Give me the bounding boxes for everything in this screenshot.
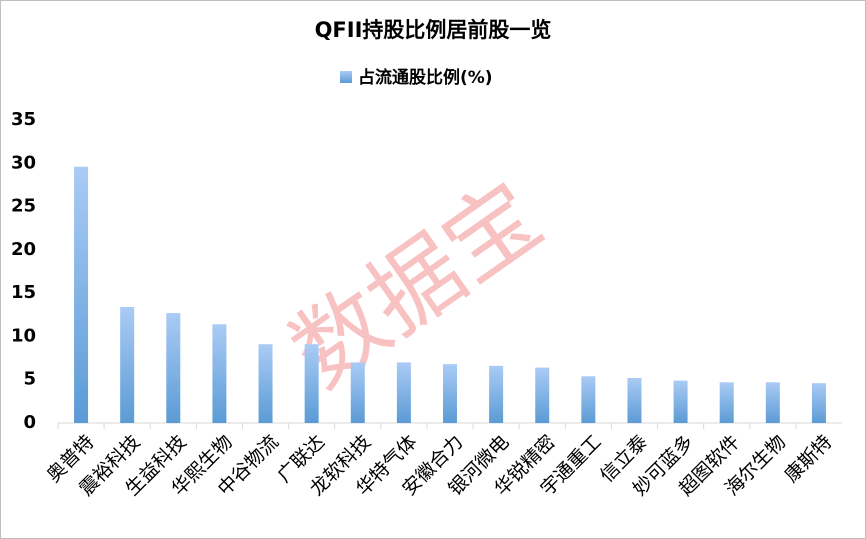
legend-label: 占流通股比例(%) [358,67,493,88]
bar [212,324,227,423]
y-tick-label: 25 [11,196,36,217]
y-tick-label: 15 [11,282,36,303]
y-tick-label: 30 [11,152,36,173]
y-tick-label: 20 [11,239,36,260]
bar [74,166,89,423]
bar [166,313,181,423]
y-tick-label: 5 [23,369,36,390]
bar [396,362,411,423]
bar [258,344,273,423]
bar [581,376,596,423]
bar [120,306,135,423]
y-tick-label: 35 [11,109,36,130]
bar [765,382,780,423]
y-tick-label: 0 [23,412,36,433]
bar [673,380,688,423]
bar [304,344,319,423]
legend-swatch [340,71,352,83]
bar [489,365,504,423]
bar [627,377,642,423]
bar [811,383,826,423]
bar [719,382,734,423]
bar [443,364,457,423]
bar [535,367,550,423]
chart-title: QFII持股比例居前股一览 [315,18,552,42]
y-tick-label: 10 [11,325,36,346]
bar [350,362,365,423]
